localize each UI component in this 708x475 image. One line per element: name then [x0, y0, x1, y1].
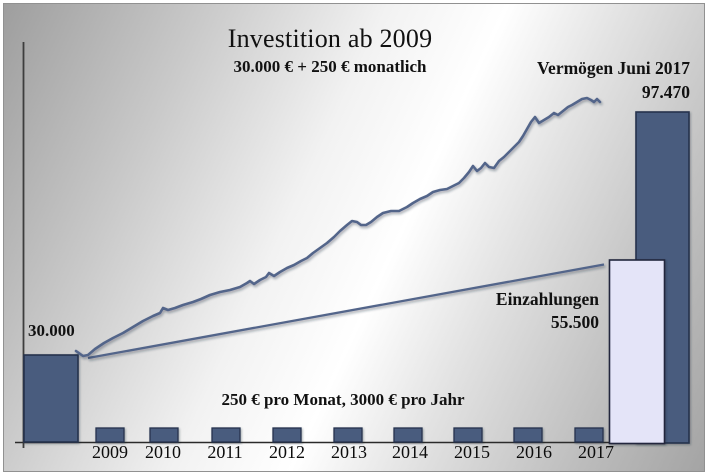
chart-subtitle: 30.000 € + 250 € monatlich [233, 57, 427, 76]
assets-annotation-value: 97.470 [641, 82, 690, 102]
tick-2011: 2011 [207, 442, 243, 462]
tick-2012: 2012 [269, 442, 305, 462]
bars-annual-deposits [95, 427, 604, 443]
bar-total-deposits [608, 259, 666, 445]
chart-title: Investition ab 2009 [227, 24, 433, 53]
tick-2010: 2010 [145, 442, 181, 462]
bar-2012 [272, 427, 302, 443]
bar-2014 [393, 427, 423, 443]
deposit-rate-caption: 250 € pro Monat, 3000 € pro Jahr [221, 390, 465, 409]
tick-2013: 2013 [331, 442, 367, 462]
tick-2015: 2015 [454, 442, 490, 462]
tick-2016: 2016 [516, 442, 552, 462]
bar-2010 [149, 427, 179, 443]
assets-annotation-label: Vermögen Juni 2017 [537, 58, 690, 78]
initial-bar-label: 30.000 [28, 321, 75, 340]
deposits-annotation-value: 55.500 [550, 312, 599, 332]
bar-2009 [95, 427, 125, 443]
bar-2015 [453, 427, 483, 443]
line-assets [74, 96, 602, 358]
bar-2011 [211, 427, 241, 443]
line-deposits [87, 263, 605, 360]
tick-2014: 2014 [392, 442, 428, 462]
bar-2017 [574, 427, 604, 443]
tick-2009: 2009 [92, 442, 128, 462]
gradient-background [3, 3, 705, 472]
bar-2016 [513, 427, 543, 443]
tick-2017: 2017 [578, 442, 614, 462]
bar-initial-investment [23, 354, 79, 443]
bar-2013 [333, 427, 363, 443]
deposits-annotation-label: Einzahlungen [495, 289, 599, 309]
